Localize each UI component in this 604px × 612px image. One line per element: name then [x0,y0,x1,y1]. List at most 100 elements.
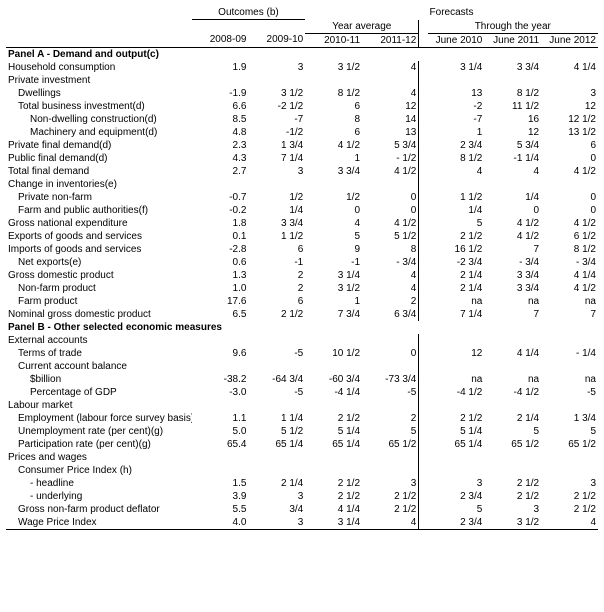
separator [419,243,428,256]
data-cell: -4 1/4 [305,386,362,399]
row-label: Participation rate (per cent)(g) [6,438,192,451]
table-row: Machinery and equipment(d)4.8-1/26131121… [6,126,598,139]
data-cell: 4 1/4 [541,61,598,74]
data-cell: 4 [362,282,419,295]
data-cell: 3 [248,490,305,503]
data-cell: 5.5 [192,503,249,516]
panel-b-title: Panel B - Other selected economic measur… [6,321,598,334]
row-label: Exports of goods and services [6,230,192,243]
table-row: Net exports(e)0.6-1-1- 3/4-2 3/4- 3/4- 3… [6,256,598,269]
data-cell: 3 3/4 [484,282,541,295]
data-cell: 3 3/4 [248,217,305,230]
data-cell: 5 1/4 [428,425,485,438]
data-cell: -1 [248,256,305,269]
table-row: Dwellings-1.93 1/28 1/24138 1/23 [6,87,598,100]
table-row: Non-dwelling construction(d)8.5-7814-716… [6,113,598,126]
row-label: $billion [6,373,192,386]
data-cell: 3 [362,477,419,490]
data-cell: 2 [248,282,305,295]
table-row: Total final demand2.733 3/44 1/2444 1/2 [6,165,598,178]
separator [419,386,428,399]
data-cell: 4 [362,269,419,282]
data-cell: -5 [248,386,305,399]
data-cell [248,178,305,191]
data-cell: 13 [362,126,419,139]
row-label: Gross non-farm product deflator [6,503,192,516]
data-cell: 1/4 [484,191,541,204]
data-cell: 1.8 [192,217,249,230]
data-cell: 2 1/2 [362,490,419,503]
data-cell: -1/2 [248,126,305,139]
data-cell [192,399,249,412]
table-row: Farm product17.6612nanana [6,295,598,308]
data-cell [362,399,419,412]
data-cell [305,451,362,464]
separator [419,191,428,204]
data-cell [541,334,598,347]
data-cell: 3.9 [192,490,249,503]
table-row: Consumer Price Index (h) [6,464,598,477]
data-cell: -5 [541,386,598,399]
data-cell: 13 1/2 [541,126,598,139]
data-cell [305,360,362,373]
data-cell: 4 1/2 [484,217,541,230]
separator [419,464,428,477]
data-cell [428,178,485,191]
data-cell: 5 [428,503,485,516]
data-cell: -73 3/4 [362,373,419,386]
data-cell: 12 [428,347,485,360]
data-cell: 1 1/4 [248,412,305,425]
table-row: Unemployment rate (per cent)(g)5.05 1/25… [6,425,598,438]
separator [419,347,428,360]
row-label: Unemployment rate (per cent)(g) [6,425,192,438]
table-row: - headline1.52 1/42 1/2332 1/23 [6,477,598,490]
data-cell: 2 1/4 [248,477,305,490]
data-cell: 6 [305,100,362,113]
data-cell: 4 1/2 [362,165,419,178]
row-label: Farm product [6,295,192,308]
data-cell: 5 1/4 [305,425,362,438]
separator [419,477,428,490]
data-cell [305,464,362,477]
separator [419,282,428,295]
data-cell [192,464,249,477]
data-cell: 0 [541,191,598,204]
data-cell: 2 1/2 [248,308,305,321]
data-cell: 6 [541,139,598,152]
data-cell: 0 [362,191,419,204]
data-cell: 16 1/2 [428,243,485,256]
data-cell [248,451,305,464]
col-2008-09: 2008-09 [192,33,249,47]
data-cell: 17.6 [192,295,249,308]
data-cell: -3.0 [192,386,249,399]
separator [419,126,428,139]
data-cell [484,464,541,477]
data-cell: -64 3/4 [248,373,305,386]
data-cell: 8 1/2 [305,87,362,100]
data-cell [428,360,485,373]
data-cell: 2 1/2 [362,503,419,516]
data-cell [248,399,305,412]
separator [419,100,428,113]
data-cell: 8 1/2 [428,152,485,165]
table-row: Participation rate (per cent)(g)65.465 1… [6,438,598,451]
data-cell [192,451,249,464]
data-cell: 1 1/2 [428,191,485,204]
data-cell: 6 [248,295,305,308]
data-cell: -1 [305,256,362,269]
row-label: Imports of goods and services [6,243,192,256]
data-cell: 4 1/4 [305,503,362,516]
data-cell: - 1/4 [541,347,598,360]
table-row: Nominal gross domestic product6.52 1/27 … [6,308,598,321]
data-cell: 3/4 [248,503,305,516]
table-row: Panel B - Other selected economic measur… [6,321,598,334]
data-cell [428,74,485,87]
data-cell: 7 [484,308,541,321]
col-june-2012: June 2012 [541,33,598,47]
row-label: - underlying [6,490,192,503]
row-label: Change in inventories(e) [6,178,192,191]
data-cell: -60 3/4 [305,373,362,386]
data-cell: 3 [541,87,598,100]
data-cell: 6 [305,126,362,139]
table-row: Household consumption1.933 1/243 1/43 3/… [6,61,598,74]
